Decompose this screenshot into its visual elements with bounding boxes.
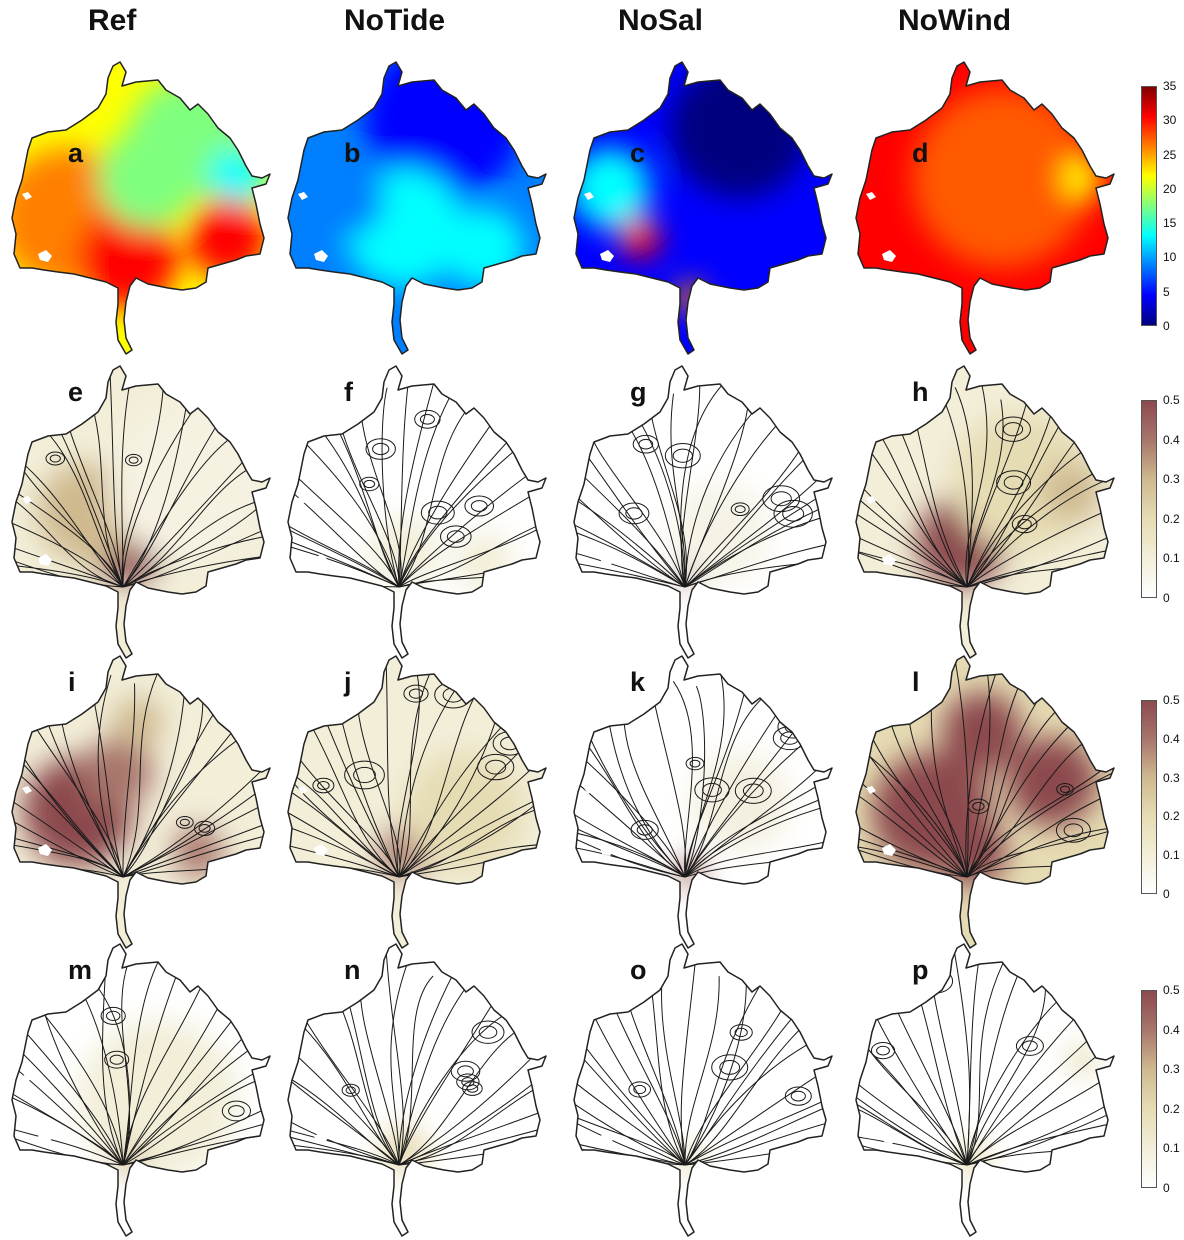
- panel-label-m: m: [68, 955, 93, 985]
- colorbar-tick-label: 0.2: [1163, 809, 1180, 824]
- colorbar-tick-label: 0: [1163, 1181, 1170, 1195]
- panel-label-i: i: [68, 667, 76, 697]
- panel-label-o: o: [630, 955, 647, 985]
- colorbar-tick-label: 0: [1163, 591, 1170, 605]
- colorbar-tick-label: 0.2: [1163, 511, 1180, 526]
- colorbar-tick-label: 35: [1163, 79, 1177, 93]
- panel-label-g: g: [630, 377, 647, 407]
- colorbar-tick-label: 0.4: [1163, 731, 1180, 746]
- colorbar-tick-label: 20: [1163, 181, 1177, 196]
- map-panel-j: [287, 655, 547, 949]
- panel-label-c: c: [630, 138, 646, 168]
- colorbar-tick-label: 0.1: [1163, 1141, 1180, 1156]
- column-title-nowind: NoWind: [898, 4, 1012, 37]
- colorbar-tick-label: 0.1: [1163, 551, 1180, 566]
- colorbar-tick-label: 0.5: [1163, 693, 1180, 707]
- map-panel-o: [573, 943, 833, 1237]
- colorbar-tick-label: 0.3: [1163, 1062, 1180, 1077]
- panel-label-l: l: [912, 667, 920, 697]
- colorbar-4: [1141, 990, 1157, 1188]
- colorbar-tick-label: 0.3: [1163, 472, 1180, 487]
- colorbar-3: [1141, 700, 1157, 894]
- colorbar-tick-label: 0.4: [1163, 1022, 1180, 1037]
- colorbar-2: [1141, 400, 1157, 598]
- colorbar-tick-label: 0: [1163, 887, 1170, 901]
- panel-label-h: h: [912, 377, 929, 407]
- panel-label-a: a: [68, 138, 84, 168]
- colorbar-1: [1141, 86, 1157, 326]
- map-panel-f: [287, 365, 547, 659]
- column-title-nosal: NoSal: [618, 4, 704, 37]
- panel-label-p: p: [912, 955, 929, 985]
- colorbar-tick-label: 10: [1163, 250, 1177, 265]
- map-panel-b: [287, 61, 547, 355]
- map-panel-p: [855, 943, 1115, 1237]
- map-panel-h: [855, 365, 1115, 659]
- panel-label-j: j: [344, 667, 352, 697]
- colorbar-tick-label: 0.4: [1163, 432, 1180, 447]
- panel-label-k: k: [630, 667, 646, 697]
- colorbar-tick-label: 0.3: [1163, 770, 1180, 785]
- map-panel-k: [573, 655, 833, 949]
- colorbar-tick-label: 0: [1163, 319, 1170, 333]
- map-panel-g: [573, 365, 833, 659]
- panel-label-e: e: [68, 377, 84, 407]
- panel-label-n: n: [344, 955, 361, 985]
- colorbar-tick-label: 0.1: [1163, 848, 1180, 863]
- colorbar-tick-label: 0.2: [1163, 1101, 1180, 1116]
- colorbar-tick-label: 5: [1163, 284, 1170, 299]
- colorbar-tick-label: 15: [1163, 216, 1177, 231]
- map-panel-e: [11, 365, 271, 659]
- map-panel-n: [287, 943, 547, 1237]
- map-panel-m: [11, 943, 271, 1237]
- colorbar-tick-label: 30: [1163, 113, 1177, 128]
- map-panel-i: [11, 655, 271, 949]
- map-panel-l: [855, 655, 1115, 949]
- colorbar-tick-label: 25: [1163, 147, 1177, 162]
- colorbar-tick-label: 0.5: [1163, 393, 1180, 407]
- colorbar-tick-label: 0.5: [1163, 983, 1180, 997]
- panel-label-f: f: [344, 377, 353, 407]
- column-title-notide: NoTide: [344, 4, 446, 37]
- map-panel-c: [573, 61, 833, 355]
- panel-label-b: b: [344, 138, 361, 168]
- column-title-ref: Ref: [88, 4, 137, 37]
- panel-label-d: d: [912, 138, 929, 168]
- map-panel-d: [855, 61, 1115, 355]
- map-panel-a: [11, 61, 271, 355]
